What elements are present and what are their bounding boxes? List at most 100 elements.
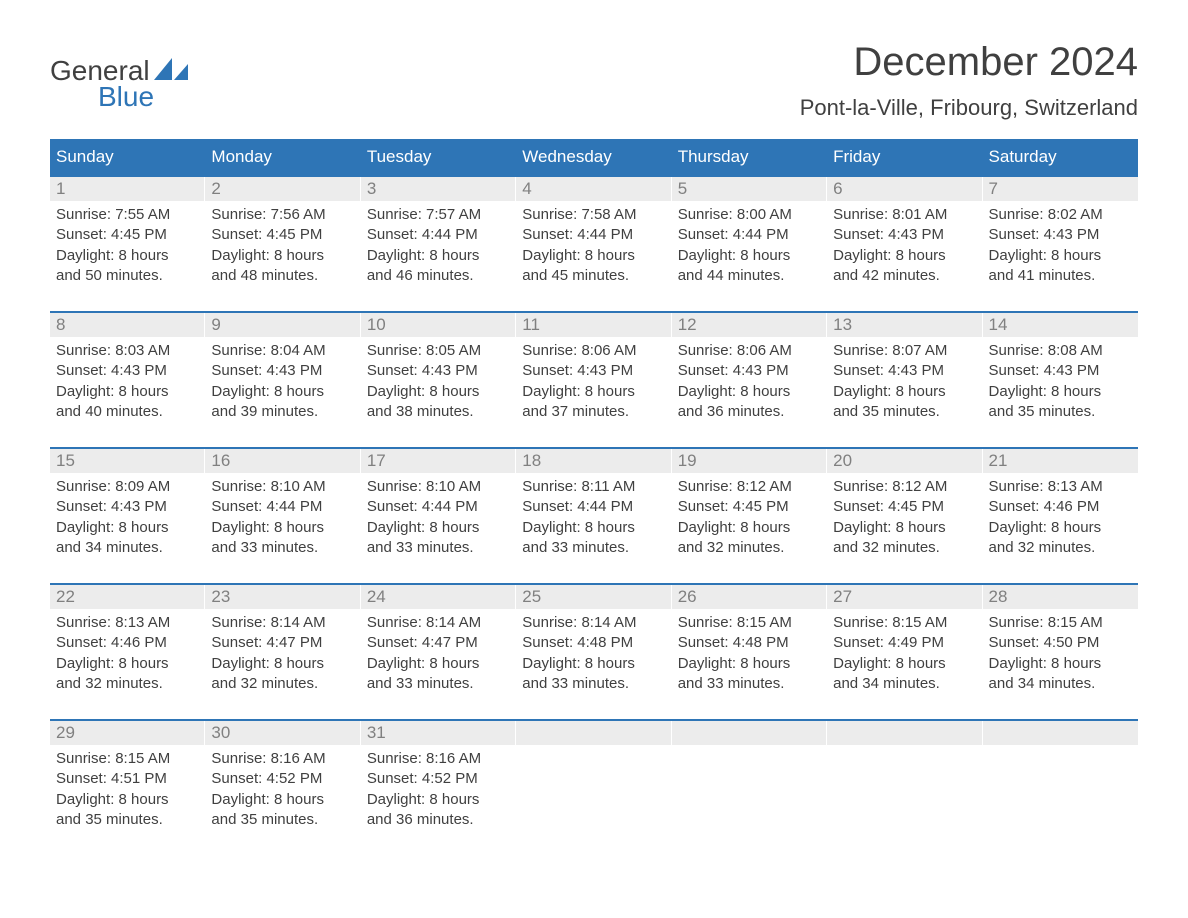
calendar-day: 30Sunrise: 8:16 AMSunset: 4:52 PMDayligh… — [205, 721, 360, 841]
day-number: 14 — [983, 313, 1138, 337]
day-number: 5 — [672, 177, 827, 201]
sunset-line: Sunset: 4:44 PM — [367, 225, 510, 245]
day-details: Sunrise: 8:04 AMSunset: 4:43 PMDaylight:… — [205, 337, 360, 426]
day-details: Sunrise: 8:14 AMSunset: 4:48 PMDaylight:… — [516, 609, 671, 698]
daylight-line-2: and 40 minutes. — [56, 402, 199, 422]
calendar-day — [983, 721, 1138, 841]
day-number: 17 — [361, 449, 516, 473]
day-details: Sunrise: 8:10 AMSunset: 4:44 PMDaylight:… — [205, 473, 360, 562]
sunrise-line: Sunrise: 8:16 AM — [211, 749, 354, 769]
sunset-line: Sunset: 4:44 PM — [211, 497, 354, 517]
sunrise-line: Sunrise: 8:01 AM — [833, 205, 976, 225]
sunrise-line: Sunrise: 8:09 AM — [56, 477, 199, 497]
daylight-line-1: Daylight: 8 hours — [989, 246, 1132, 266]
sunset-line: Sunset: 4:48 PM — [678, 633, 821, 653]
daylight-line-1: Daylight: 8 hours — [56, 790, 199, 810]
day-details: Sunrise: 8:02 AMSunset: 4:43 PMDaylight:… — [983, 201, 1138, 290]
sunset-line: Sunset: 4:43 PM — [833, 361, 976, 381]
daylight-line-1: Daylight: 8 hours — [367, 382, 510, 402]
sunrise-line: Sunrise: 8:15 AM — [678, 613, 821, 633]
day-number: 31 — [361, 721, 516, 745]
sunset-line: Sunset: 4:43 PM — [678, 361, 821, 381]
day-number: 7 — [983, 177, 1138, 201]
sunrise-line: Sunrise: 8:15 AM — [989, 613, 1132, 633]
daylight-line-1: Daylight: 8 hours — [678, 518, 821, 538]
dow-saturday: Saturday — [983, 139, 1138, 175]
calendar-day: 25Sunrise: 8:14 AMSunset: 4:48 PMDayligh… — [516, 585, 671, 705]
sunset-line: Sunset: 4:44 PM — [678, 225, 821, 245]
day-number: 25 — [516, 585, 671, 609]
daylight-line-1: Daylight: 8 hours — [211, 654, 354, 674]
sunrise-line: Sunrise: 7:57 AM — [367, 205, 510, 225]
month-title: December 2024 — [800, 40, 1138, 85]
sunrise-line: Sunrise: 8:00 AM — [678, 205, 821, 225]
daylight-line-2: and 48 minutes. — [211, 266, 354, 286]
day-number: 4 — [516, 177, 671, 201]
day-details: Sunrise: 8:05 AMSunset: 4:43 PMDaylight:… — [361, 337, 516, 426]
sunset-line: Sunset: 4:52 PM — [211, 769, 354, 789]
day-details: Sunrise: 8:16 AMSunset: 4:52 PMDaylight:… — [205, 745, 360, 834]
sunset-line: Sunset: 4:46 PM — [56, 633, 199, 653]
calendar-day: 28Sunrise: 8:15 AMSunset: 4:50 PMDayligh… — [983, 585, 1138, 705]
sunrise-line: Sunrise: 8:13 AM — [989, 477, 1132, 497]
day-details: Sunrise: 8:08 AMSunset: 4:43 PMDaylight:… — [983, 337, 1138, 426]
daylight-line-2: and 36 minutes. — [367, 810, 510, 830]
sunset-line: Sunset: 4:43 PM — [367, 361, 510, 381]
day-number: 12 — [672, 313, 827, 337]
sunrise-line: Sunrise: 8:10 AM — [367, 477, 510, 497]
calendar-day: 22Sunrise: 8:13 AMSunset: 4:46 PMDayligh… — [50, 585, 205, 705]
calendar-day: 8Sunrise: 8:03 AMSunset: 4:43 PMDaylight… — [50, 313, 205, 433]
day-number: 6 — [827, 177, 982, 201]
day-details: Sunrise: 8:15 AMSunset: 4:49 PMDaylight:… — [827, 609, 982, 698]
day-number: 21 — [983, 449, 1138, 473]
day-details: Sunrise: 8:09 AMSunset: 4:43 PMDaylight:… — [50, 473, 205, 562]
daylight-line-1: Daylight: 8 hours — [211, 382, 354, 402]
calendar-day: 23Sunrise: 8:14 AMSunset: 4:47 PMDayligh… — [205, 585, 360, 705]
sunset-line: Sunset: 4:43 PM — [211, 361, 354, 381]
sunrise-line: Sunrise: 8:14 AM — [522, 613, 665, 633]
calendar-day: 1Sunrise: 7:55 AMSunset: 4:45 PMDaylight… — [50, 177, 205, 297]
calendar-day: 20Sunrise: 8:12 AMSunset: 4:45 PMDayligh… — [827, 449, 982, 569]
day-details: Sunrise: 8:15 AMSunset: 4:48 PMDaylight:… — [672, 609, 827, 698]
sunset-line: Sunset: 4:43 PM — [56, 361, 199, 381]
daylight-line-2: and 32 minutes. — [56, 674, 199, 694]
calendar-day: 3Sunrise: 7:57 AMSunset: 4:44 PMDaylight… — [361, 177, 516, 297]
weeks-container: 1Sunrise: 7:55 AMSunset: 4:45 PMDaylight… — [50, 175, 1138, 841]
daylight-line-1: Daylight: 8 hours — [522, 246, 665, 266]
daylight-line-1: Daylight: 8 hours — [522, 518, 665, 538]
daylight-line-2: and 42 minutes. — [833, 266, 976, 286]
dow-header-row: Sunday Monday Tuesday Wednesday Thursday… — [50, 139, 1138, 175]
calendar-day: 6Sunrise: 8:01 AMSunset: 4:43 PMDaylight… — [827, 177, 982, 297]
calendar-day: 31Sunrise: 8:16 AMSunset: 4:52 PMDayligh… — [361, 721, 516, 841]
sunset-line: Sunset: 4:44 PM — [522, 225, 665, 245]
day-details: Sunrise: 7:57 AMSunset: 4:44 PMDaylight:… — [361, 201, 516, 290]
day-number: 13 — [827, 313, 982, 337]
title-block: December 2024 Pont-la-Ville, Fribourg, S… — [800, 40, 1138, 121]
calendar-day: 12Sunrise: 8:06 AMSunset: 4:43 PMDayligh… — [672, 313, 827, 433]
day-number: 10 — [361, 313, 516, 337]
sunrise-line: Sunrise: 8:14 AM — [367, 613, 510, 633]
daylight-line-2: and 33 minutes. — [367, 674, 510, 694]
day-details: Sunrise: 8:11 AMSunset: 4:44 PMDaylight:… — [516, 473, 671, 562]
daylight-line-2: and 41 minutes. — [989, 266, 1132, 286]
daylight-line-1: Daylight: 8 hours — [989, 518, 1132, 538]
daylight-line-1: Daylight: 8 hours — [833, 654, 976, 674]
day-number: 11 — [516, 313, 671, 337]
daylight-line-2: and 37 minutes. — [522, 402, 665, 422]
calendar-day: 14Sunrise: 8:08 AMSunset: 4:43 PMDayligh… — [983, 313, 1138, 433]
calendar-day: 13Sunrise: 8:07 AMSunset: 4:43 PMDayligh… — [827, 313, 982, 433]
sunrise-line: Sunrise: 7:58 AM — [522, 205, 665, 225]
day-details: Sunrise: 8:14 AMSunset: 4:47 PMDaylight:… — [205, 609, 360, 698]
daylight-line-1: Daylight: 8 hours — [56, 518, 199, 538]
daylight-line-2: and 32 minutes. — [678, 538, 821, 558]
day-number: 16 — [205, 449, 360, 473]
calendar-day: 29Sunrise: 8:15 AMSunset: 4:51 PMDayligh… — [50, 721, 205, 841]
day-details: Sunrise: 8:10 AMSunset: 4:44 PMDaylight:… — [361, 473, 516, 562]
sunset-line: Sunset: 4:47 PM — [211, 633, 354, 653]
day-details: Sunrise: 8:13 AMSunset: 4:46 PMDaylight:… — [50, 609, 205, 698]
sunset-line: Sunset: 4:45 PM — [833, 497, 976, 517]
daylight-line-1: Daylight: 8 hours — [833, 518, 976, 538]
sunset-line: Sunset: 4:45 PM — [678, 497, 821, 517]
sunset-line: Sunset: 4:50 PM — [989, 633, 1132, 653]
day-number: 29 — [50, 721, 205, 745]
